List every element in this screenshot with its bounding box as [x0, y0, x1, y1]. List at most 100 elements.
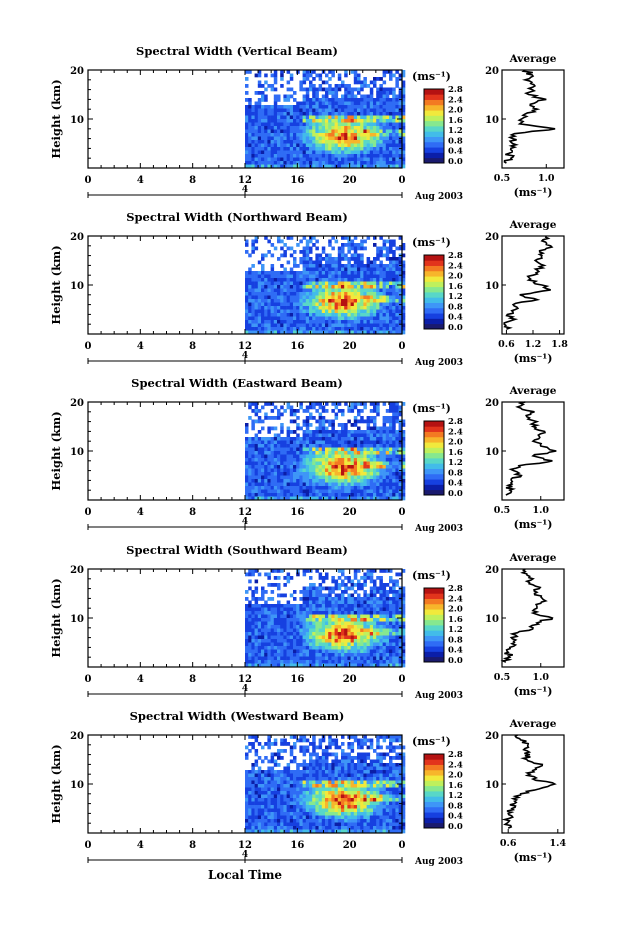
heatmap-cell	[248, 625, 252, 629]
heatmap-cell	[312, 288, 316, 293]
heatmap-cell	[280, 444, 284, 448]
average-title: Average	[509, 53, 557, 65]
heatmap-cell	[270, 119, 275, 123]
heatmap-cell	[283, 496, 287, 501]
heatmap-cell	[261, 122, 265, 127]
colorbar-tick-label: 2.8	[448, 85, 463, 95]
heatmap-cell	[392, 140, 396, 144]
heatmap-cell	[331, 140, 335, 144]
heatmap-cell	[379, 140, 383, 144]
heatmap-cell	[337, 316, 342, 321]
heatmap-cell	[293, 597, 297, 601]
heatmap-cell	[389, 140, 393, 144]
heatmap-cell	[373, 271, 377, 275]
heatmap-cell	[366, 430, 371, 434]
heatmap-cell	[366, 115, 371, 120]
heatmap-cell	[350, 461, 355, 466]
heatmap-cell	[376, 101, 380, 106]
heatmap-cell	[261, 660, 265, 664]
heatmap-cell	[341, 660, 345, 664]
heatmap-cell	[254, 292, 259, 296]
heatmap-cell	[251, 635, 255, 640]
heatmap-cell	[318, 614, 323, 619]
heatmap-cell	[267, 299, 271, 303]
heatmap-cell	[337, 147, 342, 151]
heatmap-cell	[251, 288, 255, 293]
heatmap-cell	[369, 108, 374, 113]
heatmap-cell	[299, 458, 303, 462]
heatmap-cell	[283, 94, 287, 99]
heatmap-cell	[261, 84, 265, 88]
colorbar-swatch	[424, 281, 444, 288]
heatmap-cell	[248, 299, 252, 303]
heatmap-cell	[389, 489, 393, 494]
heatmap-cell	[395, 257, 399, 261]
heatmap-cell	[334, 150, 339, 155]
heatmap-cell	[267, 157, 271, 162]
heatmap-cell	[382, 489, 387, 494]
heatmap-cell	[264, 468, 268, 473]
heatmap-cell	[318, 101, 323, 106]
heatmap-cell	[318, 323, 323, 328]
heatmap-cell	[299, 426, 303, 431]
heatmap-cell	[341, 299, 345, 303]
heatmap-cell	[280, 143, 284, 148]
heatmap-cell	[321, 161, 326, 165]
heatmap-cell	[350, 649, 355, 654]
heatmap-cell	[286, 493, 291, 497]
heatmap-cell	[373, 586, 377, 591]
heatmap-cell	[264, 489, 268, 494]
heatmap-cell	[353, 288, 358, 293]
heatmap-cell	[385, 285, 390, 289]
heatmap-cell	[347, 639, 351, 643]
heatmap-cell	[309, 433, 313, 438]
heatmap-cell	[337, 302, 342, 307]
heatmap-cell	[280, 646, 284, 650]
heatmap-cell	[299, 479, 303, 483]
heatmap-cell	[318, 84, 323, 88]
heatmap-cell	[344, 590, 348, 594]
heatmap-cell	[341, 475, 345, 480]
heatmap-cell	[296, 281, 300, 286]
heatmap-cell	[309, 320, 313, 324]
heatmap-cell	[273, 108, 278, 113]
heatmap-cell	[392, 302, 396, 307]
heatmap-cell	[347, 660, 351, 664]
heatmap-cell	[261, 451, 265, 455]
heatmap-cell	[360, 635, 364, 640]
heatmap-cell	[369, 288, 374, 293]
heatmap-cell	[334, 281, 339, 286]
x-tick-label: 8	[189, 507, 196, 518]
heatmap-cell	[277, 486, 281, 490]
heatmap-cell	[389, 405, 393, 410]
heatmap-cell	[357, 80, 361, 85]
heatmap-cell	[277, 607, 281, 612]
heatmap-cell	[360, 621, 364, 626]
heatmap-cell	[389, 635, 393, 640]
heatmap-cell	[401, 295, 406, 300]
heatmap-cell	[264, 105, 268, 109]
average-x-tick-label: 1.8	[551, 339, 568, 350]
heatmap-cell	[302, 313, 307, 317]
heatmap-cell	[373, 632, 377, 636]
heatmap-cell	[379, 663, 383, 668]
heatmap-cell	[328, 590, 332, 594]
heatmap-cell	[353, 656, 358, 661]
heatmap-cell	[385, 239, 390, 244]
heatmap-cell	[277, 164, 281, 169]
heatmap-cell	[325, 656, 329, 661]
heatmap-cell	[331, 281, 335, 286]
heatmap-cell	[389, 423, 393, 427]
heatmap-cell	[305, 451, 310, 455]
heatmap-cell	[245, 590, 249, 594]
heatmap-cell	[264, 604, 268, 608]
heatmap-cell	[321, 80, 326, 85]
heatmap-cell	[328, 330, 332, 335]
heatmap-cell	[283, 250, 287, 254]
heatmap-cell	[350, 119, 355, 123]
heatmap-cell	[331, 73, 335, 78]
heatmap-cell	[395, 313, 399, 317]
heatmap-cell	[293, 489, 297, 494]
heatmap-cell	[305, 140, 310, 144]
heatmap-cell	[318, 309, 323, 314]
